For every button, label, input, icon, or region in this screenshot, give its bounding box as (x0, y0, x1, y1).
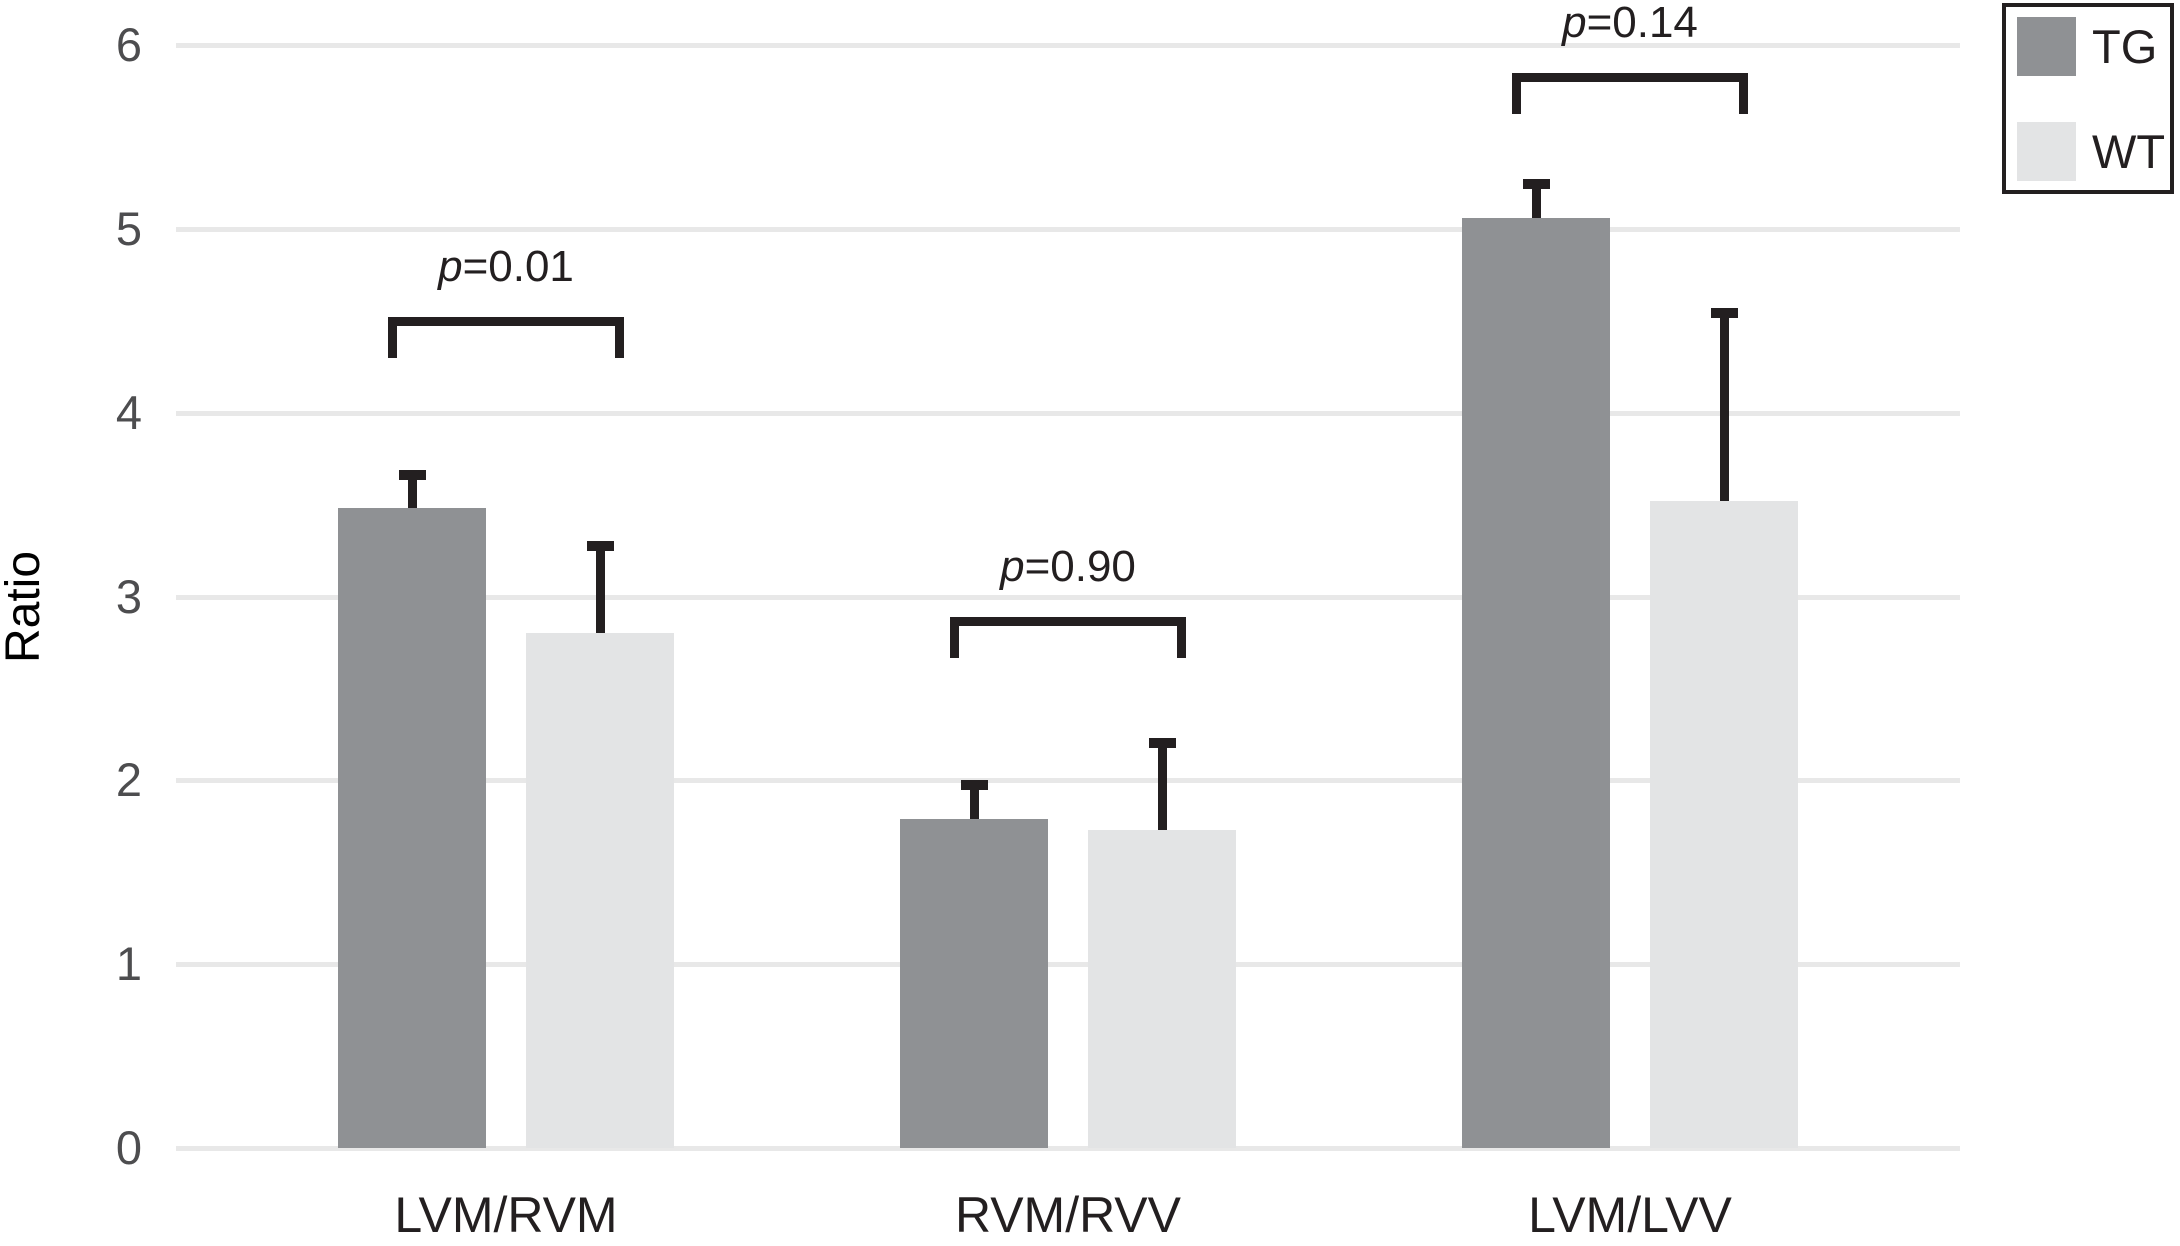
bar-wt-rvm-rvv (1088, 830, 1236, 1148)
gridline-y2 (176, 778, 1960, 783)
legend-item-tg: TG (2017, 17, 2157, 76)
x-category-label-lvm-rvm: LVM/RVM (394, 1187, 618, 1243)
bar-tg-lvm-rvm (338, 508, 486, 1148)
gridline-y4 (176, 411, 1960, 416)
error-bar-stem-wt-0 (596, 541, 605, 633)
error-bar-stem-wt-2 (1720, 308, 1729, 501)
p-value-text: =0.90 (1024, 542, 1136, 591)
x-category-label-lvm-lvv: LVM/LVV (1528, 1187, 1732, 1243)
gridline-y1 (176, 962, 1960, 967)
y-tick-label-4: 4 (115, 386, 142, 439)
y-tick-label-5: 5 (115, 202, 142, 255)
legend-label-wt: WT (2092, 125, 2166, 178)
y-tick-label-6: 6 (115, 18, 142, 71)
bar-wt-lvm-rvm (526, 633, 674, 1148)
gridline-y0 (176, 1146, 1960, 1151)
p-variable: p (1000, 542, 1025, 591)
x-category-label-rvm-rvv: RVM/RVV (954, 1187, 1181, 1243)
error-bar-stem-tg-0 (408, 470, 417, 508)
error-bar-cap-wt-0 (587, 541, 614, 551)
p-variable: p (438, 242, 463, 291)
significance-bracket-1 (950, 617, 1186, 658)
p-value-text: =0.01 (462, 242, 574, 291)
error-bar-cap-wt-2 (1711, 308, 1738, 318)
y-tick-label-1: 1 (115, 937, 142, 990)
bar-tg-lvm-lvv (1462, 218, 1610, 1148)
legend-item-wt: WT (2017, 122, 2165, 181)
significance-bracket-2 (1512, 73, 1748, 114)
error-bar-stem-wt-1 (1158, 738, 1167, 830)
p-value-label-2: p=0.14 (1470, 0, 1790, 50)
legend: TG WT (2002, 3, 2174, 194)
legend-swatch-tg (2017, 17, 2076, 76)
y-tick-label-0: 0 (115, 1121, 142, 1174)
error-bar-cap-tg-1 (961, 780, 988, 790)
error-bar-stem-tg-1 (970, 780, 979, 819)
bar-tg-rvm-rvv (900, 819, 1048, 1148)
gridline-y3 (176, 595, 1960, 600)
error-bar-cap-wt-1 (1149, 738, 1176, 748)
error-bar-cap-tg-0 (399, 470, 426, 480)
p-value-label-1: p=0.90 (908, 540, 1228, 594)
legend-swatch-wt (2017, 122, 2076, 181)
y-tick-label-3: 3 (115, 570, 142, 623)
significance-bracket-0 (388, 317, 624, 358)
y-tick-label-2: 2 (115, 753, 142, 806)
p-value-label-0: p=0.01 (346, 240, 666, 294)
gridline-y5 (176, 227, 1960, 232)
legend-label-tg: TG (2092, 20, 2158, 73)
p-variable: p (1562, 0, 1587, 47)
error-bar-cap-tg-2 (1523, 179, 1550, 189)
bar-wt-lvm-lvv (1650, 501, 1798, 1148)
gridline-y6 (176, 43, 1960, 48)
error-bar-stem-tg-2 (1532, 179, 1541, 218)
p-value-text: =0.14 (1586, 0, 1698, 47)
